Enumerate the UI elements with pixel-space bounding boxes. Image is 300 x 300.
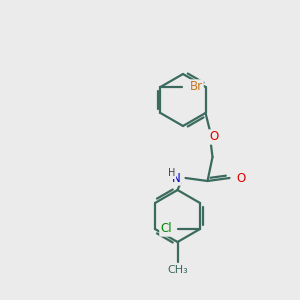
Text: H: H	[168, 168, 175, 178]
Text: O: O	[209, 130, 218, 143]
Text: Cl: Cl	[160, 223, 172, 236]
Text: O: O	[236, 172, 246, 184]
Text: Br: Br	[190, 80, 202, 94]
Text: CH₃: CH₃	[167, 265, 188, 275]
Text: N: N	[172, 172, 181, 184]
